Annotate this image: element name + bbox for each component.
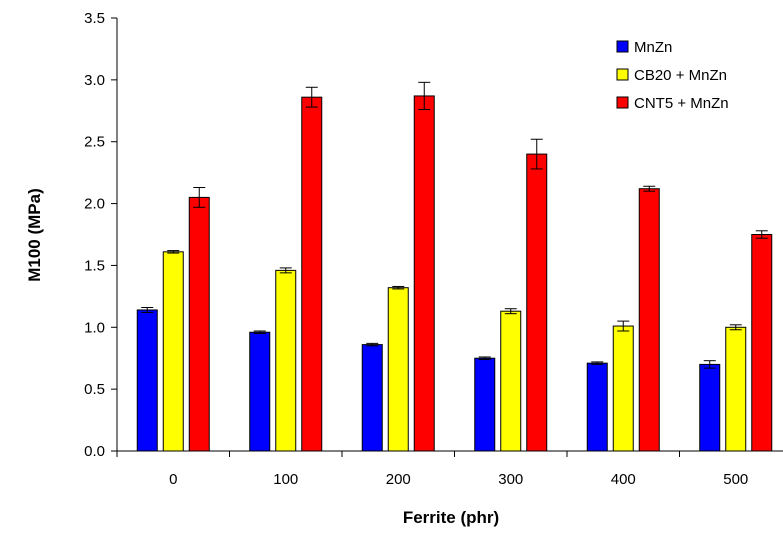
y-tick-label: 1.5 <box>84 257 105 274</box>
y-tick-label: 2.5 <box>84 134 105 151</box>
legend: MnZn CB20 + MnZn CNT5 + MnZn <box>616 39 729 112</box>
error-bar <box>279 267 292 274</box>
x-tick-label: 100 <box>273 471 298 488</box>
x-tick-label: 500 <box>723 471 748 488</box>
bar-mnzn-200 <box>361 344 383 452</box>
bar-cb20-mnzn-300 <box>500 310 522 452</box>
legend-item: CNT5 + MnZn <box>616 95 729 112</box>
error-bar <box>643 185 656 192</box>
bars-layer <box>136 95 773 452</box>
x-tick-label: 400 <box>611 471 636 488</box>
error-bar <box>305 86 318 108</box>
y-tick-label: 2.0 <box>84 196 105 213</box>
bar-mnzn-400 <box>586 362 608 452</box>
bar-cnt5-mnzn-0 <box>188 196 210 452</box>
y-axis-title: M100 (MPa) <box>25 188 44 282</box>
y-tick-label: 0.5 <box>84 381 105 398</box>
x-tick-label: 300 <box>498 471 523 488</box>
error-bar <box>591 361 604 365</box>
bar-cb20-mnzn-0 <box>162 251 184 452</box>
y-tick-label: 3.5 <box>84 10 105 27</box>
bar-cnt5-mnzn-400 <box>638 188 660 452</box>
error-bar <box>755 230 768 239</box>
error-bar <box>167 250 180 254</box>
bar-cnt5-mnzn-100 <box>301 96 323 452</box>
x-ticks-layer: 0 100 200 300 400 500 <box>116 451 748 488</box>
legend-item: MnZn <box>616 39 672 56</box>
error-bar <box>418 81 431 111</box>
bar-cb20-mnzn-500 <box>725 326 747 452</box>
y-tick-label: 3.0 <box>84 72 105 89</box>
bar-cnt5-mnzn-300 <box>526 153 548 452</box>
y-tick-label: 1.0 <box>84 319 105 336</box>
bar-mnzn-300 <box>474 357 496 452</box>
bar-cnt5-mnzn-500 <box>751 234 773 452</box>
error-bar <box>253 330 266 334</box>
error-bar <box>392 285 405 290</box>
legend-swatch <box>616 40 629 53</box>
bar-mnzn-100 <box>249 331 271 452</box>
y-ticks-layer: 0.0 0.5 1.0 1.5 2.0 2.5 3.0 3.5 <box>84 10 117 460</box>
legend-item: CB20 + MnZn <box>616 67 727 84</box>
bar-cb20-mnzn-400 <box>612 325 634 452</box>
legend-label: CNT5 + MnZn <box>634 95 729 112</box>
error-bar <box>193 186 206 208</box>
error-bar <box>366 342 379 347</box>
axes-layer <box>116 18 783 452</box>
error-bar <box>504 308 517 315</box>
x-tick-label: 200 <box>386 471 411 488</box>
legend-label: MnZn <box>634 39 672 56</box>
error-bar <box>478 356 491 360</box>
x-tick-label: 0 <box>169 471 177 488</box>
error-bar <box>617 320 630 332</box>
bar-cb20-mnzn-100 <box>275 269 297 452</box>
y-tick-label: 0.0 <box>84 443 105 460</box>
error-bar <box>729 324 742 331</box>
legend-swatch <box>616 96 629 109</box>
legend-swatch <box>616 68 629 81</box>
bar-mnzn-500 <box>699 363 721 452</box>
bar-cb20-mnzn-200 <box>387 287 409 452</box>
error-bar <box>530 138 543 170</box>
bar-mnzn-0 <box>136 309 158 452</box>
error-bar <box>141 306 154 313</box>
legend-label: CB20 + MnZn <box>634 67 727 84</box>
bar-cnt5-mnzn-200 <box>413 95 435 452</box>
x-axis-title: Ferrite (phr) <box>403 508 499 527</box>
error-bars-layer <box>141 81 768 369</box>
error-bar <box>703 360 716 369</box>
